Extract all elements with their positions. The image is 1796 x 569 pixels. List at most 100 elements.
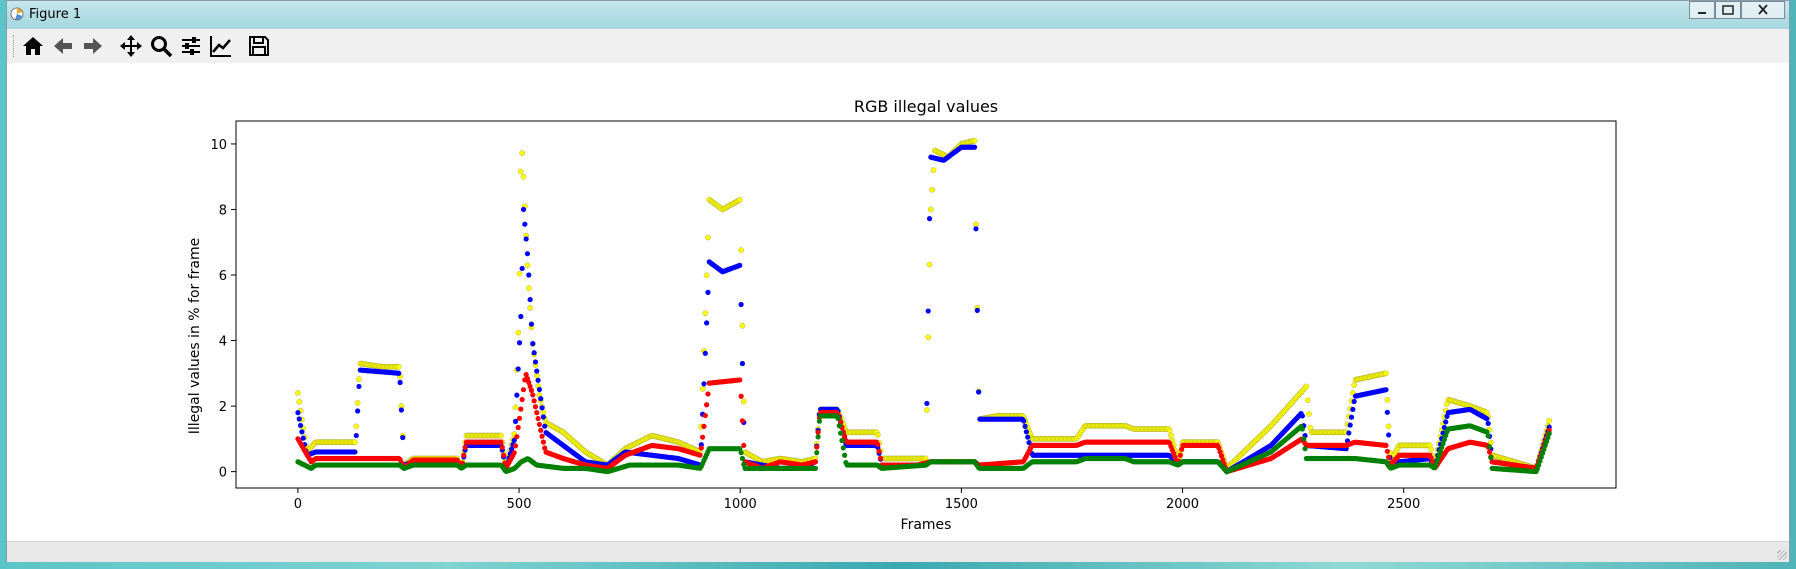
x-axis-label: Frames bbox=[900, 517, 952, 533]
data-point bbox=[539, 433, 545, 439]
data-point bbox=[929, 187, 935, 193]
figure-window: Figure 1 bbox=[6, 0, 1790, 562]
data-point bbox=[512, 404, 519, 411]
data-point bbox=[1546, 431, 1552, 437]
data-point bbox=[877, 455, 884, 461]
data-point bbox=[703, 272, 710, 279]
minimize-button[interactable] bbox=[1689, 1, 1715, 19]
data-point bbox=[356, 376, 362, 383]
data-point bbox=[516, 340, 523, 346]
home-button[interactable] bbox=[19, 32, 47, 60]
forward-button[interactable] bbox=[79, 32, 107, 60]
data-point bbox=[926, 216, 933, 222]
data-point bbox=[524, 375, 531, 382]
sliders-icon bbox=[182, 37, 200, 55]
data-point bbox=[1216, 445, 1222, 451]
x-tick-label: 1000 bbox=[724, 497, 757, 512]
data-point bbox=[462, 444, 468, 450]
configure-subplots-button[interactable] bbox=[177, 32, 205, 60]
data-point bbox=[738, 450, 744, 456]
data-point bbox=[836, 423, 842, 429]
data-point bbox=[1217, 449, 1223, 455]
data-point bbox=[1488, 454, 1494, 461]
data-point bbox=[512, 418, 519, 424]
data-point bbox=[1485, 433, 1491, 439]
data-point bbox=[515, 329, 521, 336]
data-point bbox=[400, 434, 406, 441]
magnifier-icon bbox=[151, 36, 173, 58]
data-point bbox=[1485, 420, 1491, 427]
data-point bbox=[876, 448, 882, 454]
data-point bbox=[520, 387, 527, 393]
floppy-disk-icon bbox=[249, 36, 269, 56]
data-point bbox=[512, 443, 519, 449]
window-title: Figure 1 bbox=[29, 7, 82, 22]
data-point bbox=[542, 445, 548, 451]
title-bar[interactable]: Figure 1 bbox=[7, 1, 1789, 29]
figure-canvas[interactable]: 0 500 1000 1500 2000 2500 0 2 4 6 8 10 RGB illegal … bbox=[7, 63, 1789, 541]
data-point bbox=[700, 434, 706, 440]
data-point bbox=[736, 197, 743, 203]
data-point bbox=[874, 432, 881, 438]
data-point bbox=[926, 261, 933, 268]
data-point bbox=[540, 414, 547, 420]
data-point bbox=[925, 334, 932, 341]
close-button[interactable] bbox=[1741, 1, 1785, 19]
data-point bbox=[705, 289, 711, 295]
data-point bbox=[1351, 382, 1357, 388]
data-point bbox=[739, 455, 746, 462]
data-point bbox=[461, 452, 467, 458]
data-point bbox=[1301, 436, 1307, 442]
pan-button[interactable] bbox=[117, 32, 145, 60]
data-point bbox=[536, 421, 543, 428]
navigation-toolbar bbox=[7, 29, 1789, 64]
data-point bbox=[701, 381, 707, 387]
data-point bbox=[1537, 458, 1543, 464]
resize-grip[interactable] bbox=[1777, 550, 1787, 560]
data-point bbox=[527, 383, 533, 390]
data-point bbox=[295, 390, 301, 396]
arrow-right-icon bbox=[84, 38, 102, 54]
y-tick-label: 0 bbox=[219, 466, 227, 481]
data-point bbox=[1441, 424, 1447, 431]
x-tick-label: 1500 bbox=[945, 497, 978, 512]
data-point bbox=[697, 452, 703, 458]
back-button[interactable] bbox=[49, 32, 77, 60]
y-tick-label: 4 bbox=[219, 335, 227, 350]
data-point bbox=[534, 368, 540, 374]
data-point bbox=[520, 173, 527, 180]
save-button[interactable] bbox=[245, 32, 273, 60]
data-point bbox=[705, 234, 711, 241]
data-point bbox=[518, 406, 524, 412]
data-point bbox=[530, 341, 536, 347]
data-point bbox=[739, 322, 746, 329]
data-point bbox=[705, 391, 711, 397]
data-point bbox=[737, 262, 743, 268]
data-point bbox=[739, 360, 746, 367]
maximize-button[interactable] bbox=[1715, 1, 1741, 19]
maximize-icon bbox=[1722, 5, 1734, 15]
data-point bbox=[1383, 442, 1389, 449]
data-point bbox=[1546, 418, 1553, 424]
data-point bbox=[1166, 427, 1173, 434]
data-point bbox=[355, 408, 361, 414]
edit-axis-button[interactable] bbox=[207, 32, 235, 60]
data-point bbox=[1535, 462, 1542, 468]
data-point bbox=[297, 422, 304, 429]
data-point bbox=[395, 363, 402, 370]
zoom-button[interactable] bbox=[147, 32, 175, 60]
data-point bbox=[814, 450, 820, 456]
move-icon bbox=[120, 35, 142, 57]
data-point bbox=[704, 402, 710, 408]
data-point bbox=[498, 439, 504, 445]
data-point bbox=[532, 359, 539, 365]
data-point bbox=[526, 272, 532, 278]
data-point bbox=[1428, 455, 1434, 461]
y-tick-label: 6 bbox=[219, 269, 227, 284]
data-point bbox=[737, 446, 743, 452]
data-point bbox=[532, 404, 539, 410]
data-point bbox=[1302, 446, 1308, 452]
data-point bbox=[528, 387, 535, 393]
data-point bbox=[1484, 429, 1490, 435]
data-point bbox=[1437, 448, 1444, 454]
